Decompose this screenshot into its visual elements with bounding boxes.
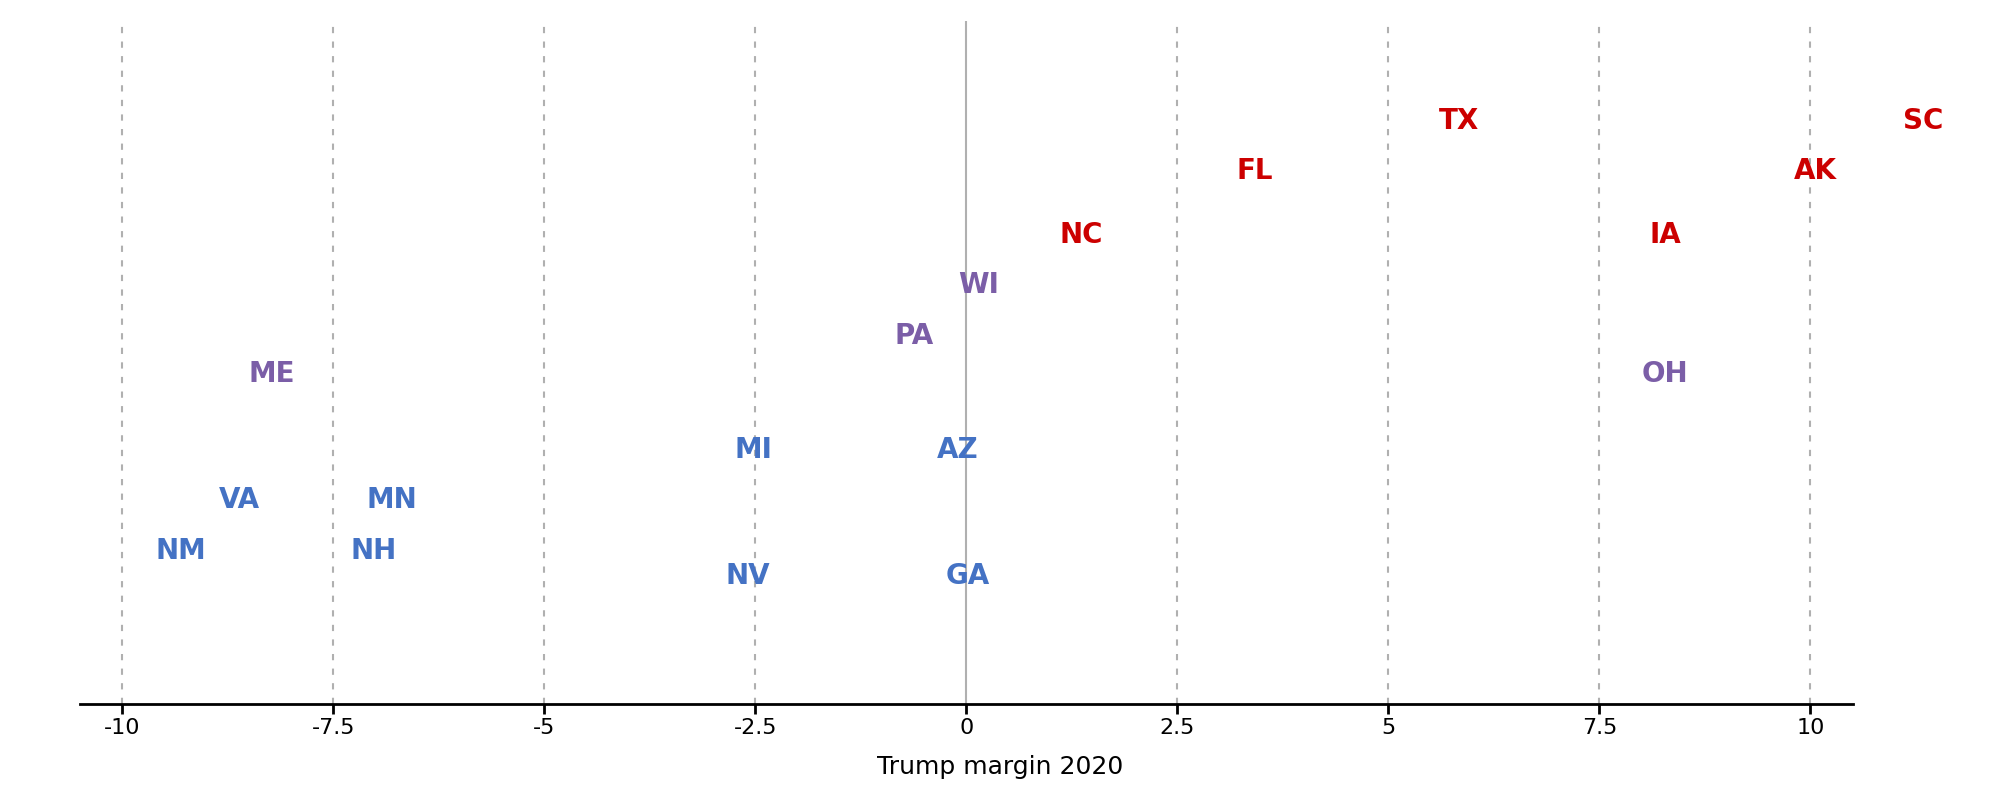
Text: SC: SC [1904, 106, 1944, 134]
Text: MI: MI [734, 435, 772, 463]
Text: NV: NV [726, 562, 770, 590]
Text: IA: IA [1650, 221, 1682, 249]
Text: VA: VA [220, 486, 260, 514]
Text: AZ: AZ [936, 435, 978, 463]
Text: GA: GA [946, 562, 990, 590]
Text: WI: WI [958, 271, 998, 299]
Text: TX: TX [1438, 106, 1480, 134]
Text: OH: OH [1642, 360, 1688, 388]
Text: NH: NH [350, 537, 396, 565]
Text: NC: NC [1060, 221, 1102, 249]
X-axis label: Trump margin 2020: Trump margin 2020 [876, 755, 1124, 779]
Text: MN: MN [366, 486, 418, 514]
Text: FL: FL [1236, 158, 1272, 186]
Text: PA: PA [894, 322, 934, 350]
Text: ME: ME [248, 360, 296, 388]
Text: NM: NM [156, 537, 206, 565]
Text: AK: AK [1794, 158, 1836, 186]
